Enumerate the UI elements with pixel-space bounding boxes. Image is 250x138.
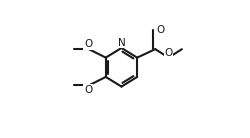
Text: O: O bbox=[156, 25, 164, 35]
Text: O: O bbox=[164, 48, 173, 58]
Text: O: O bbox=[84, 39, 92, 49]
Text: N: N bbox=[118, 38, 125, 47]
Text: O: O bbox=[84, 85, 92, 95]
